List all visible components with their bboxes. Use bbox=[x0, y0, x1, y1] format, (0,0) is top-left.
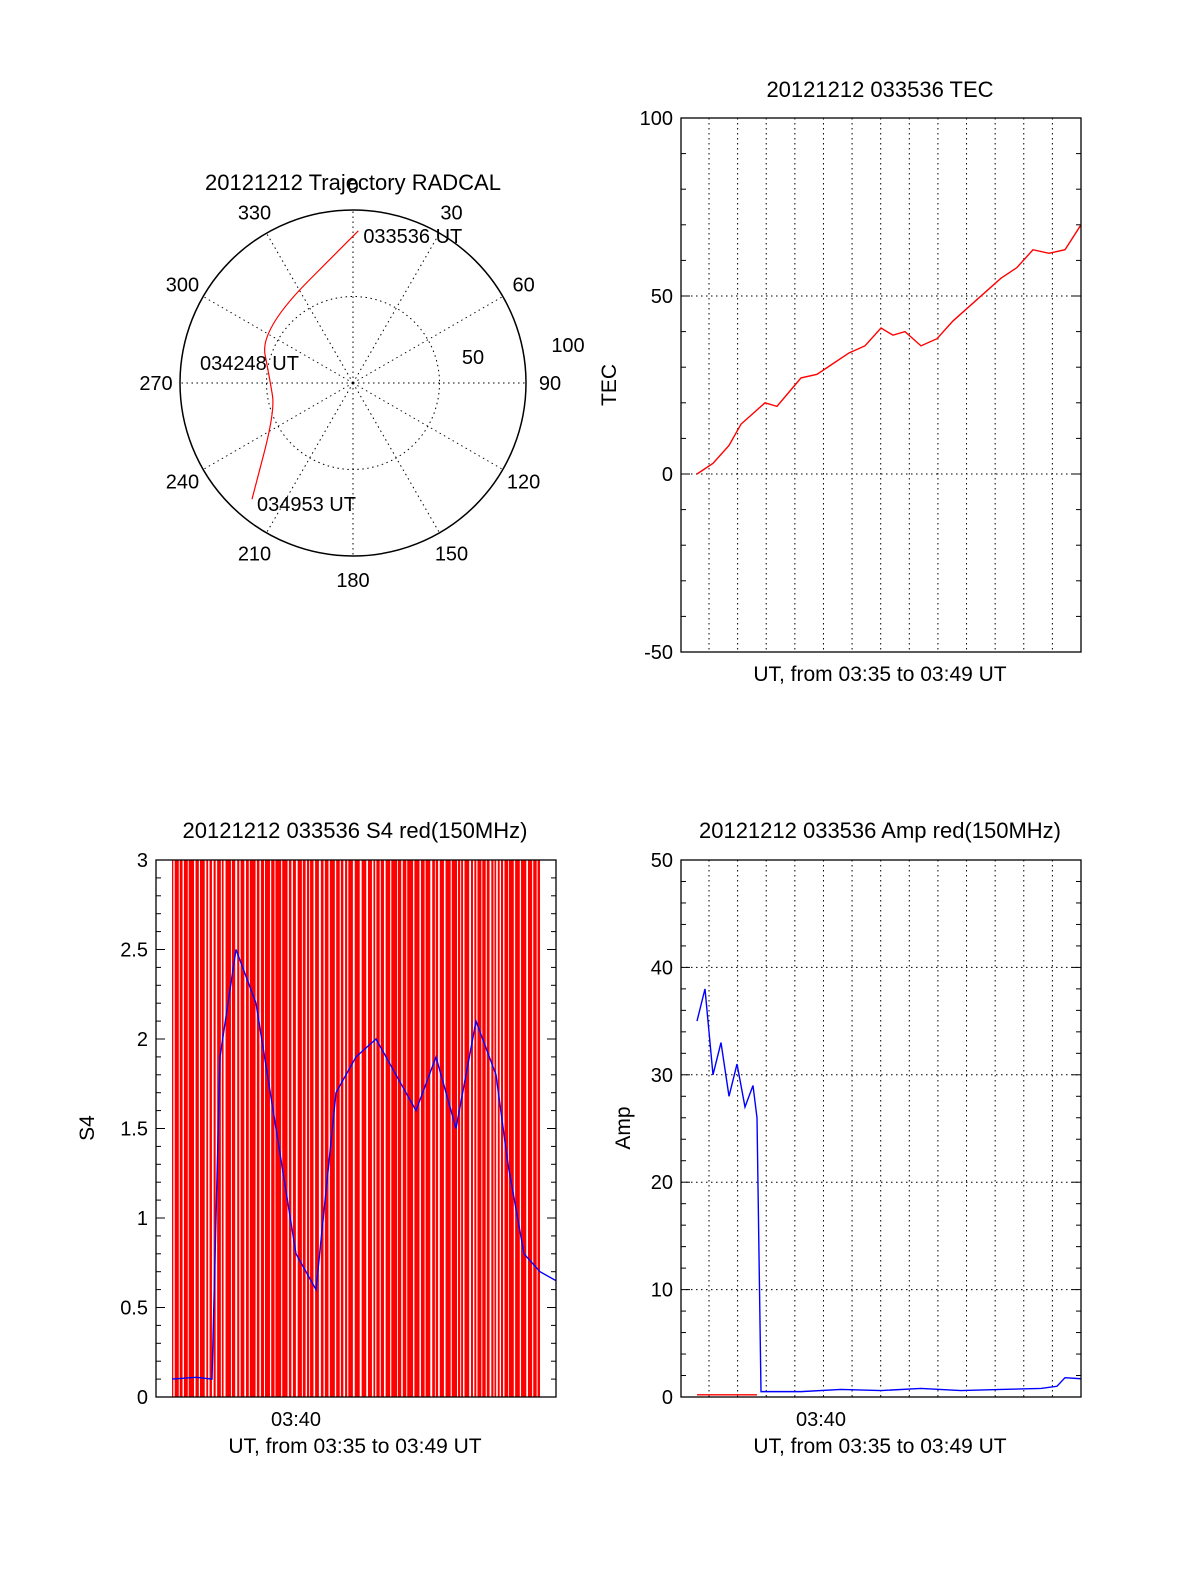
s4-panel: 20121212 033536 S4 red(150MHz) 0 0.5 1 1.5 2… bbox=[76, 818, 557, 1458]
series-group bbox=[171, 860, 556, 1397]
polar-azimuth-labels: 0 30 60 90 120 150 180 210 240 270 300 330 50 100 bbox=[139, 176, 584, 592]
amp-grid bbox=[681, 859, 1081, 1398]
polar-time-label: 034953 UT bbox=[257, 494, 356, 516]
series-line-1 bbox=[171, 949, 556, 1380]
polar-spoke bbox=[352, 232, 440, 384]
amp-panel: 20121212 033536 Amp red(150MHz) 0 10 20 30 4… bbox=[612, 818, 1082, 1458]
y-tick-label: 30 bbox=[651, 1065, 673, 1087]
amp-ylabel: Amp bbox=[612, 1106, 635, 1149]
tec-series bbox=[696, 224, 1081, 475]
polar-spoke bbox=[202, 382, 354, 470]
y-tick-label: 3 bbox=[137, 850, 148, 872]
y-tick-label: 10 bbox=[651, 1280, 673, 1302]
y-tick-label: 0 bbox=[662, 464, 673, 486]
polar-trajectory-line bbox=[251, 230, 359, 500]
series-red-fill bbox=[172, 860, 540, 1397]
amp-title: 20121212 033536 Amp red(150MHz) bbox=[699, 818, 1061, 843]
s4-x-ticks: 03:40 bbox=[271, 1409, 321, 1431]
polar-spoke bbox=[352, 382, 504, 470]
s4-series bbox=[171, 860, 556, 1397]
x-tick-label: 03:40 bbox=[271, 1409, 321, 1431]
polar-grid bbox=[179, 209, 527, 557]
amp-xlabel: UT, from 03:35 to 03:49 UT bbox=[753, 1435, 1006, 1458]
polar-azimuth-label: 330 bbox=[238, 202, 271, 224]
polar-radius-label: 50 bbox=[462, 347, 484, 369]
polar-azimuth-label: 0 bbox=[347, 176, 358, 198]
polar-azimuth-label: 270 bbox=[139, 373, 172, 395]
s4-xlabel: UT, from 03:35 to 03:49 UT bbox=[228, 1435, 481, 1458]
y-tick-label: 0.5 bbox=[120, 1298, 148, 1320]
polar-trajectory-series: 033536 UT 034248 UT 034953 UT bbox=[200, 226, 462, 516]
tec-y-ticks: -50 0 50 100 bbox=[640, 108, 1081, 664]
y-tick-label: 0 bbox=[137, 1387, 148, 1409]
polar-spoke bbox=[202, 296, 354, 384]
polar-spoke bbox=[352, 382, 440, 534]
tec-frame bbox=[680, 117, 1082, 653]
polar-spoke bbox=[266, 232, 354, 384]
s4-ylabel: S4 bbox=[76, 1115, 99, 1141]
polar-radius-label: 100 bbox=[551, 335, 584, 357]
x-tick-label: 03:40 bbox=[796, 1409, 846, 1431]
amp-series bbox=[696, 988, 1081, 1396]
y-tick-label: 20 bbox=[651, 1172, 673, 1194]
polar-outer-circle bbox=[179, 209, 527, 557]
y-tick-label: 2 bbox=[137, 1029, 148, 1051]
y-tick-label: 50 bbox=[651, 286, 673, 308]
tec-title: 20121212 033536 TEC bbox=[766, 77, 993, 102]
y-tick-label: 50 bbox=[651, 850, 673, 872]
y-tick-label: 1.5 bbox=[120, 1119, 148, 1141]
s4-frame bbox=[155, 859, 557, 1398]
s4-title: 20121212 033536 S4 red(150MHz) bbox=[183, 818, 528, 843]
polar-azimuth-label: 90 bbox=[539, 373, 561, 395]
y-tick-label: 1 bbox=[137, 1208, 148, 1230]
amp-x-ticks: 03:40 bbox=[796, 1409, 846, 1431]
series-group bbox=[696, 224, 1081, 475]
tec-panel: 20121212 033536 TEC -50 0 50 100 UT, from 0… bbox=[598, 77, 1082, 686]
polar-azimuth-label: 300 bbox=[166, 275, 199, 297]
y-tick-label: 2.5 bbox=[120, 940, 148, 962]
series-line-0 bbox=[696, 988, 1081, 1393]
polar-title: 20121212 Trajectory RADCAL bbox=[205, 170, 501, 195]
amp-y-ticks: 0 10 20 30 40 50 bbox=[651, 850, 1081, 1409]
tec-grid bbox=[681, 117, 1081, 653]
polar-azimuth-label: 210 bbox=[238, 544, 271, 566]
polar-azimuth-label: 150 bbox=[435, 544, 468, 566]
tec-ylabel: TEC bbox=[598, 364, 621, 406]
polar-spoke bbox=[352, 296, 504, 384]
polar-spoke bbox=[266, 382, 354, 534]
polar-azimuth-label: 30 bbox=[440, 202, 462, 224]
polar-azimuth-label: 180 bbox=[336, 570, 369, 592]
polar-azimuth-label: 240 bbox=[166, 472, 199, 494]
y-tick-label: 0 bbox=[662, 1387, 673, 1409]
y-tick-label: 100 bbox=[640, 108, 673, 130]
amp-frame bbox=[680, 859, 1082, 1398]
y-tick-label: 40 bbox=[651, 957, 673, 979]
polar-azimuth-label: 60 bbox=[512, 275, 534, 297]
y-tick-label: -50 bbox=[644, 642, 673, 664]
series-line-0 bbox=[696, 224, 1081, 475]
polar-time-label: 034248 UT bbox=[200, 353, 299, 375]
s4-y-ticks: 0 0.5 1 1.5 2 2.5 3 bbox=[120, 850, 556, 1409]
tec-xlabel: UT, from 03:35 to 03:49 UT bbox=[753, 663, 1006, 686]
polar-time-label: 033536 UT bbox=[363, 226, 462, 248]
polar-trajectory-panel: 20121212 Trajectory RADCAL 0 30 60 90 120 150… bbox=[139, 170, 584, 592]
polar-azimuth-label: 120 bbox=[507, 472, 540, 494]
series-group bbox=[696, 988, 1081, 1396]
